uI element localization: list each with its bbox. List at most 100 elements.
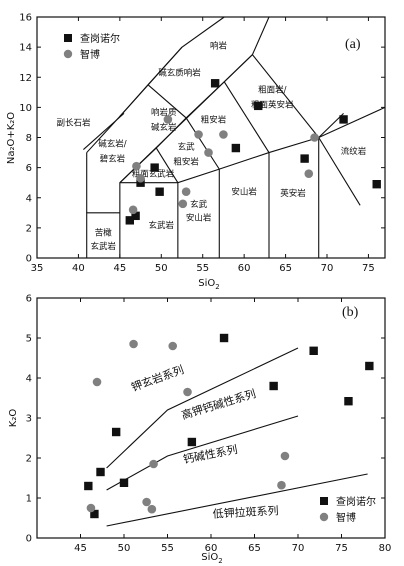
panel-a: 响岩碱玄质响岩粗面岩/粗面英安岩响岩质碱玄岩粗安岩副长石岩碱玄岩/碧玄岩粗面玄武… — [6, 13, 386, 291]
point-zhibo — [92, 377, 102, 387]
tas-boundary-line — [185, 16, 270, 119]
point-zhibo — [280, 451, 290, 461]
panel-b-legend: 查岗诺尔 智博 — [319, 495, 376, 524]
panel-b-ylabel: K₂O — [8, 409, 19, 428]
point-chagangnuoer — [231, 143, 241, 153]
point-chagangnuoer — [136, 178, 145, 187]
x-tick-label: 45 — [113, 263, 126, 274]
point-zhibo — [181, 187, 191, 197]
tas-field-label: 玄武 — [190, 199, 208, 210]
x-tick-label: 50 — [155, 263, 168, 274]
point-chagangnuoer — [344, 397, 353, 406]
panel-a-ylabel: Na₂O+K₂O — [6, 112, 17, 164]
y-tick-label: 8 — [26, 133, 32, 144]
point-chagangnuoer — [96, 467, 105, 477]
panel-a-axes: 35 40 45 50 55 60 65 70 75 0 2 4 6 8 10 12 14 16 — [19, 13, 385, 274]
y-tick-label: 10 — [19, 103, 32, 114]
tas-field-label: 粗安岩 — [173, 157, 199, 168]
point-chagangnuoer — [150, 163, 159, 172]
tas-boundary-line — [223, 81, 270, 153]
point-zhibo — [129, 339, 138, 349]
y-tick-label: 6 — [26, 294, 32, 305]
point-zhibo — [194, 130, 203, 139]
point-zhibo — [178, 199, 188, 209]
point-chagangnuoer — [119, 478, 129, 487]
y-tick-label: 2 — [26, 223, 32, 234]
x-tick-label: 80 — [379, 543, 392, 554]
tas-field-label: 玄武岩 — [91, 241, 117, 252]
point-zhibo — [128, 205, 138, 215]
point-zhibo — [132, 161, 141, 171]
point-zhibo — [149, 459, 158, 469]
x-tick-label: 35 — [31, 263, 44, 274]
point-chagangnuoer — [210, 79, 220, 88]
x-tick-label: 60 — [238, 263, 251, 274]
x-tick-label: 65 — [248, 543, 261, 554]
point-chagangnuoer — [90, 509, 99, 519]
legend-label-chagangnuoer: 查岗诺尔 — [336, 495, 376, 508]
point-chagangnuoer — [254, 101, 263, 111]
point-chagangnuoer — [125, 216, 134, 225]
y-tick-label: 0 — [26, 254, 32, 265]
point-chagangnuoer — [365, 361, 374, 371]
tas-field-label: 碧玄岩 — [100, 154, 126, 165]
tas-field-label: 流纹岩 — [341, 146, 367, 157]
tas-field-label: 粗面玄武岩 — [132, 169, 175, 180]
point-zhibo — [142, 497, 151, 507]
panel-a-label: (a) — [345, 37, 361, 52]
tas-boundary-line — [119, 46, 183, 117]
series-boundary-line — [106, 347, 299, 469]
legend-square-marker — [64, 34, 72, 42]
tas-field-label: 粗安岩 — [201, 114, 227, 125]
x-tick-label: 65 — [279, 263, 292, 274]
point-zhibo — [183, 387, 192, 397]
point-chagangnuoer — [339, 115, 348, 124]
y-tick-label: 4 — [26, 193, 32, 204]
series-field-label: 钾玄岩系列 — [129, 362, 185, 394]
point-zhibo — [204, 148, 213, 157]
y-tick-label: 16 — [19, 13, 32, 24]
tas-field-label: 碱玄质响岩 — [158, 68, 201, 79]
x-tick-label: 40 — [72, 263, 85, 274]
point-zhibo — [86, 503, 96, 513]
tas-boundary-line — [251, 54, 320, 138]
tas-field-label: 英安岩 — [280, 188, 306, 199]
point-chagangnuoer — [300, 154, 309, 163]
x-tick-label: 60 — [205, 543, 218, 554]
point-chagangnuoer — [269, 381, 278, 391]
tas-field-label: 响岩 — [210, 41, 228, 52]
point-chagangnuoer — [155, 187, 164, 196]
tas-field-label: 粗面岩/ — [258, 84, 287, 95]
point-chagangnuoer — [187, 437, 197, 447]
tas-field-label: 安山岩 — [231, 187, 257, 198]
point-zhibo — [310, 133, 319, 142]
legend-label-zhibo: 智博 — [336, 511, 356, 524]
tas-boundary-line — [119, 54, 253, 258]
point-zhibo — [163, 115, 173, 124]
tas-boundary-line — [318, 137, 361, 206]
point-chagangnuoer — [84, 481, 93, 491]
point-zhibo — [136, 173, 145, 183]
panel-a-points — [125, 79, 381, 225]
panel-b-xlabel: SiO2 — [201, 552, 222, 565]
panel-b-label: (b) — [342, 305, 359, 320]
x-tick-label: 70 — [292, 543, 305, 554]
legend-circle-marker — [63, 49, 73, 59]
x-tick-label: 75 — [335, 543, 348, 554]
tas-boundary-line — [318, 106, 386, 139]
y-tick-label: 12 — [19, 73, 32, 84]
tas-field-labels: 响岩碱玄质响岩粗面岩/粗面英安岩响岩质碱玄岩粗安岩副长石岩碱玄岩/碧玄岩粗面玄武… — [56, 41, 366, 252]
point-chagangnuoer — [372, 179, 381, 189]
x-tick-label: 55 — [161, 543, 174, 554]
point-zhibo — [147, 504, 157, 514]
series-field-label: 低钾拉斑系列 — [212, 503, 279, 520]
point-zhibo — [304, 169, 314, 178]
panel-b-frame — [36, 297, 386, 539]
y-tick-label: 5 — [26, 334, 32, 345]
tas-field-label: 玄武 — [178, 142, 196, 153]
x-tick-label: 50 — [118, 543, 131, 554]
legend-square-marker — [320, 497, 328, 505]
point-zhibo — [219, 130, 228, 139]
y-tick-label: 4 — [26, 374, 32, 385]
